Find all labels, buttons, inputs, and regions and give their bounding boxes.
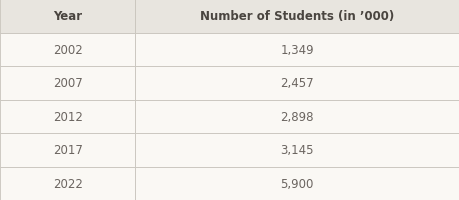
Bar: [135, 100, 459, 133]
Bar: [0, 167, 135, 200]
Bar: [0, 33, 135, 67]
Text: 1,349: 1,349: [280, 44, 314, 56]
Text: 3,145: 3,145: [280, 144, 314, 156]
Bar: [0, 100, 135, 133]
Text: Year: Year: [53, 10, 82, 23]
Bar: [135, 67, 459, 100]
Text: 2002: 2002: [53, 44, 83, 56]
Bar: [135, 0, 459, 33]
Text: 2012: 2012: [53, 110, 83, 123]
Bar: [135, 33, 459, 67]
Text: 5,900: 5,900: [280, 177, 314, 190]
Bar: [0, 0, 135, 33]
Bar: [135, 133, 459, 167]
Bar: [0, 133, 135, 167]
Text: 2017: 2017: [53, 144, 83, 156]
Text: 2022: 2022: [53, 177, 83, 190]
Text: 2007: 2007: [53, 77, 83, 90]
Text: Number of Students (in ’000): Number of Students (in ’000): [200, 10, 394, 23]
Text: 2,457: 2,457: [280, 77, 314, 90]
Bar: [135, 167, 459, 200]
Text: 2,898: 2,898: [280, 110, 314, 123]
Bar: [0, 67, 135, 100]
